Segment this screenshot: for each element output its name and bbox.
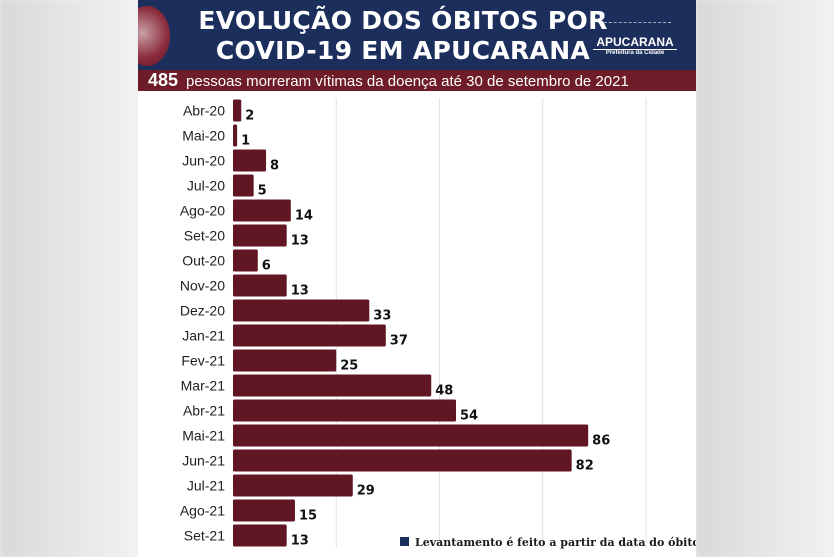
data-label: 1 [241,134,250,149]
category-label: Mai-20 [182,128,225,144]
bar [233,99,242,122]
total-deaths: 485 [148,70,179,90]
blurred-background-right [696,0,834,557]
skyline-icon [599,22,671,33]
header: EVOLUÇÃO DOS ÓBITOS POR COVID-19 EM APUC… [138,0,696,70]
data-label: 13 [291,234,309,249]
bar [233,524,287,547]
category-label: Ago-21 [180,503,225,519]
bar [233,224,287,247]
data-label: 86 [592,434,610,449]
data-label: 25 [340,359,358,374]
category-label: Fev-21 [181,353,225,369]
category-label: Jul-21 [187,478,225,494]
blurred-background-left [0,0,138,557]
footnote: Levantamento é feito a partir da data do… [400,536,696,549]
infographic: EVOLUÇÃO DOS ÓBITOS POR COVID-19 EM APUC… [138,0,696,557]
category-label: Abr-21 [183,403,225,419]
logo-subtitle: Prefeitura da Cidade [605,50,665,56]
footnote-text: Levantamento é feito a partir da data do… [415,536,696,549]
data-label: 13 [291,534,309,549]
category-label: Jul-20 [187,178,225,194]
title-line-2: COVID-19 EM APUCARANA [215,36,591,65]
data-label: 6 [262,259,271,274]
logo-name: APUCARANA [593,35,677,50]
bar [233,149,267,172]
category-label: Jan-21 [182,328,225,344]
chart-title: EVOLUÇÃO DOS ÓBITOS POR COVID-19 EM APUC… [198,6,608,66]
category-label: Dez-20 [180,303,225,319]
bar [233,174,254,197]
bar [233,424,589,447]
data-label: 2 [245,109,254,124]
bar [233,474,353,497]
category-label: Abr-20 [183,103,225,119]
category-label: Mai-21 [182,428,225,444]
category-label: Ago-20 [180,203,225,219]
subtitle-text: pessoas morreram vítimas da doença até 3… [186,73,629,90]
legend-square-icon [400,537,409,546]
category-label: Set-21 [184,528,225,544]
bar [233,374,432,397]
bar [233,499,295,522]
category-label: Mar-21 [181,378,226,394]
category-label: Out-20 [182,253,225,269]
bar [233,399,457,422]
category-label: Nov-20 [180,278,225,294]
bar [233,249,258,272]
city-logo: APUCARANA Prefeitura da Cidade [593,22,677,56]
bar [233,349,337,372]
bar [233,199,291,222]
data-label: 37 [390,334,408,349]
data-label: 13 [291,284,309,299]
data-label: 5 [258,184,267,199]
bar [233,324,386,347]
data-label: 29 [357,484,375,499]
data-label: 8 [270,159,279,174]
data-label: 82 [576,459,594,474]
subtitle-band: 485 pessoas morreram vítimas da doença at… [138,70,696,91]
data-label: 48 [435,384,453,399]
bar [233,299,370,322]
data-label: 14 [295,209,313,224]
data-label: 15 [299,509,317,524]
bar [233,449,572,472]
bar [233,124,238,147]
category-label: Jun-20 [182,153,225,169]
category-label: Jun-21 [182,453,225,469]
data-label: 33 [373,309,391,324]
bar [233,274,287,297]
title-line-1: EVOLUÇÃO DOS ÓBITOS POR [198,6,608,35]
data-label: 54 [460,409,478,424]
category-label: Set-20 [184,228,225,244]
bar-chart: Abr-20 2 Mai-20 1 Jun-20 8 Jul-20 5 Ago-20 14 Set-… [180,98,647,549]
